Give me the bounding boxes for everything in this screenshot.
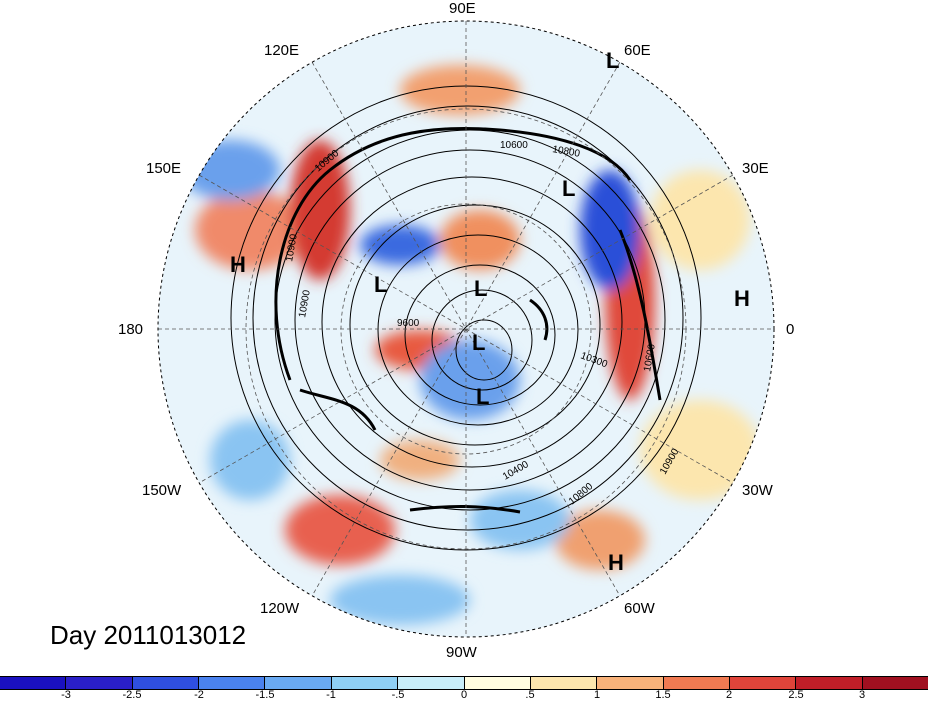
lon-label-60e: 60E [624,42,651,59]
colorbar-tick: -3 [61,689,71,701]
contour-label: 9600 [397,318,420,329]
colorbar-cell [464,677,531,689]
low-pressure-marker: L [472,330,486,355]
graticule [158,21,774,637]
colorbar-tick: -2 [194,689,204,701]
contour-label: 10900 [297,289,313,319]
low-pressure-marker: L [474,276,488,301]
colorbar-cell [862,677,928,689]
contour-label: 10800 [551,144,581,160]
colorbar-tick: 0 [460,689,468,701]
lon-label-60w: 60W [624,600,655,617]
low-pressure-marker: L [606,48,620,73]
colorbar-cell [0,677,67,689]
colorbar-cell [66,677,133,689]
lon-label-150e: 150E [146,160,182,177]
colorbar-cell [597,677,664,689]
colorbar-tick: .5 [525,689,535,701]
colorbar-tick: -1 [326,689,336,701]
map-boundary [157,20,775,638]
colorbar-tick: 2.5 [788,689,804,701]
contour-label: 10900 [284,233,300,263]
colorbar-cell [331,677,399,689]
colorbar-tick: -.5 [391,689,405,701]
colorbar-cell [265,677,332,689]
high-pressure-marker: H [608,550,624,575]
colorbar-cell [530,677,598,689]
low-pressure-marker: L [374,272,388,297]
colorbar-tick: 1.5 [655,689,671,701]
lon-label-90e: 90E [449,0,476,17]
colorbar-cell [199,677,266,689]
colorbar-cell [398,677,465,689]
colorbar-cell [663,677,730,689]
contour-label: 10600 [642,343,658,373]
high-pressure-marker: H [734,286,750,311]
lon-label-120w: 120W [260,600,300,617]
lon-label-120e: 120E [264,42,300,59]
colorbar-tick: 3 [858,689,866,701]
colorbar-tick: 1 [593,689,601,701]
lon-label-150w: 150W [142,482,182,499]
lon-label-30w: 30W [742,482,773,499]
lon-label-90w: 90W [446,644,477,661]
colorbar-tick: 2 [725,689,733,701]
lon-label-180: 180 [118,321,144,338]
high-pressure-marker: H [230,252,246,277]
colorbar-tick: -2.5 [122,689,142,701]
lon-label-30e: 30E [742,160,769,177]
colorbar-cell [132,677,200,689]
polar-map: 10900 10800 10600 10900 10900 9600 10300… [157,20,775,638]
anomaly-field [158,21,774,637]
colorbar-cell [796,677,863,689]
colorbar-tick: -1.5 [255,689,275,701]
contour-label: 10600 [500,140,528,151]
day-label: Day 2011013012 [50,620,247,650]
low-pressure-marker: L [476,384,490,409]
low-pressure-marker: L [562,176,576,201]
colorbar-cell [729,677,797,689]
lon-label-0: 0 [786,321,795,338]
colorbar [0,676,928,690]
